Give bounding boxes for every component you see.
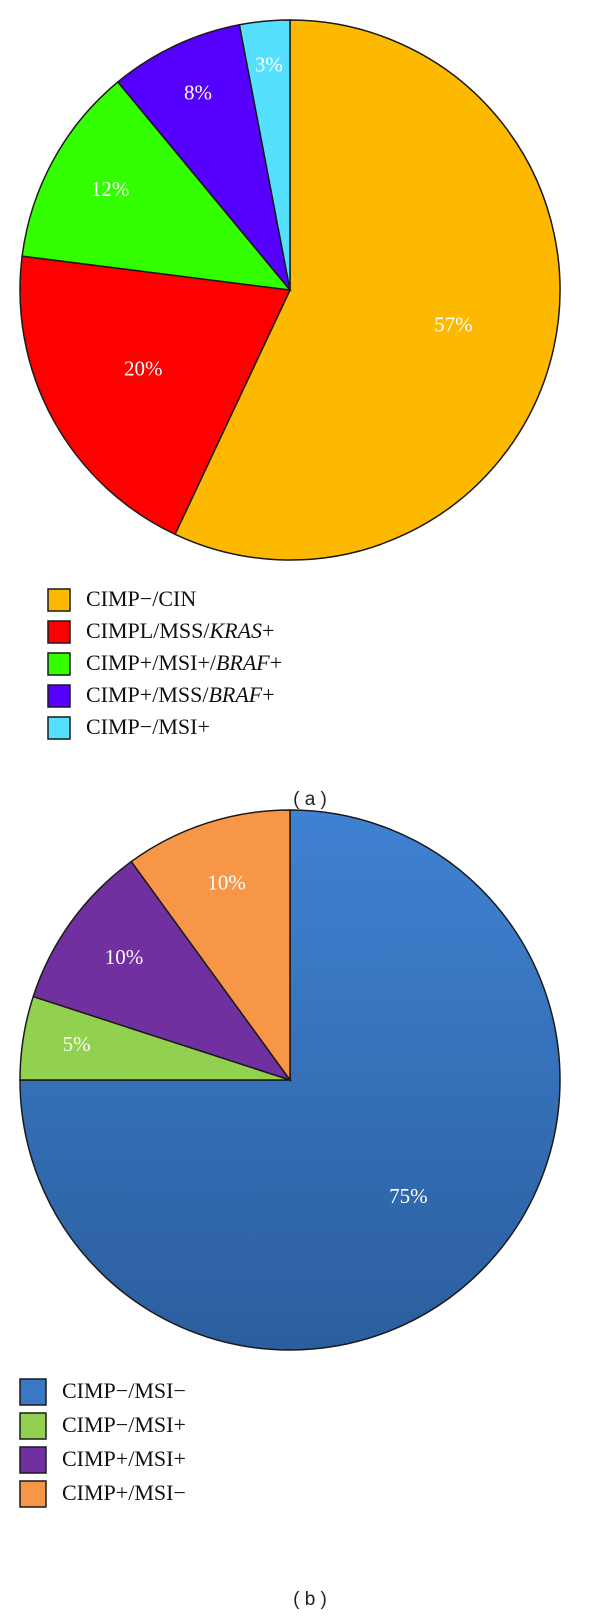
legend-a-swatch-cimpl-mss-krasplus bbox=[47, 620, 71, 644]
legend-a: CIMP−/CIN CIMPL/MSS/KRAS+ CIMP+/MSI+/BRAF+… bbox=[47, 586, 282, 740]
legend-b-item-cimpminus-msiminus: CIMP−/MSI− bbox=[62, 1378, 186, 1403]
legend-a-item-cimpminus-cin: CIMP−/CIN bbox=[86, 586, 196, 611]
legend-a-item-cimpplus-mss-brafplus: CIMP+/MSS/BRAF+ bbox=[86, 682, 275, 707]
pie-b-slice-cimpplus-msiminus bbox=[130, 809, 291, 1083]
panel-label-b: ( b ) bbox=[293, 1589, 327, 1610]
legend-a-swatch-cimpplus-msiplus-brafplus bbox=[47, 652, 71, 676]
panel-label-a: ( a ) bbox=[293, 789, 327, 810]
pie-a-label-cimpplus-msiplus-brafplus: 12% bbox=[91, 177, 130, 201]
pie-b-label-cimpminus-msiplus: 5% bbox=[63, 1032, 91, 1056]
pie-b-label-cimpplus-msiplus: 10% bbox=[105, 945, 144, 969]
pie-a-label-cimpminus-msiplus: 3% bbox=[255, 53, 283, 77]
legend-b-swatch-cimpminus-msiminus bbox=[19, 1378, 47, 1406]
pie-a-slice-cimpl-mss-krasplus bbox=[19, 255, 292, 536]
legend-b-item-cimpminus-msiplus: CIMP−/MSI+ bbox=[62, 1412, 186, 1437]
pie-a-label-cimpplus-mss-brafplus: 8% bbox=[184, 80, 212, 104]
legend-b: CIMP−/MSI− CIMP−/MSI+ CIMP+/MSI+ CIMP+/MSI− bbox=[19, 1378, 186, 1508]
legend-b-item-cimpplus-msiminus: CIMP+/MSI− bbox=[62, 1480, 186, 1505]
pie-a-slice-cimpminus-cin bbox=[174, 19, 561, 561]
legend-b-swatch-cimpplus-msiminus bbox=[19, 1480, 47, 1508]
pie-b-label-cimpminus-msiminus: 75% bbox=[389, 1184, 428, 1208]
legend-a-item-cimpminus-msiplus: CIMP−/MSI+ bbox=[86, 714, 210, 739]
pie-a-slice-cimpminus-msiplus bbox=[238, 19, 291, 291]
pie-a-slice-cimpplus-msiplus-brafplus bbox=[21, 80, 292, 291]
pie-chart-a: 57% 20% 12% 8% 3% bbox=[19, 19, 561, 561]
pie-a-slice-cimpplus-mss-brafplus bbox=[116, 23, 291, 291]
legend-a-swatch-cimpminus-msiplus bbox=[47, 716, 71, 740]
legend-b-swatch-cimpplus-msiplus bbox=[19, 1446, 47, 1474]
legend-a-swatch-cimpplus-mss-brafplus bbox=[47, 684, 71, 708]
legend-a-item-cimpplus-msiplus-brafplus: CIMP+/MSI+/BRAF+ bbox=[86, 650, 282, 675]
legend-a-swatch-cimpminus-cin bbox=[47, 588, 71, 612]
legend-b-swatch-cimpminus-msiplus bbox=[19, 1412, 47, 1440]
pie-b-label-cimpplus-msiminus: 10% bbox=[207, 871, 246, 895]
pie-a-label-cimpminus-cin: 57% bbox=[434, 312, 473, 336]
legend-b-item-cimpplus-msiplus: CIMP+/MSI+ bbox=[62, 1446, 186, 1471]
pie-chart-b: 75% 5% 10% 10% bbox=[19, 809, 561, 1351]
pie-b-slice-cimpplus-msiplus bbox=[32, 860, 292, 1082]
legend-a-item-cimpl-mss-krasplus: CIMPL/MSS/KRAS+ bbox=[86, 618, 274, 643]
pie-a-label-cimpl-mss-krasplus: 20% bbox=[124, 356, 163, 380]
